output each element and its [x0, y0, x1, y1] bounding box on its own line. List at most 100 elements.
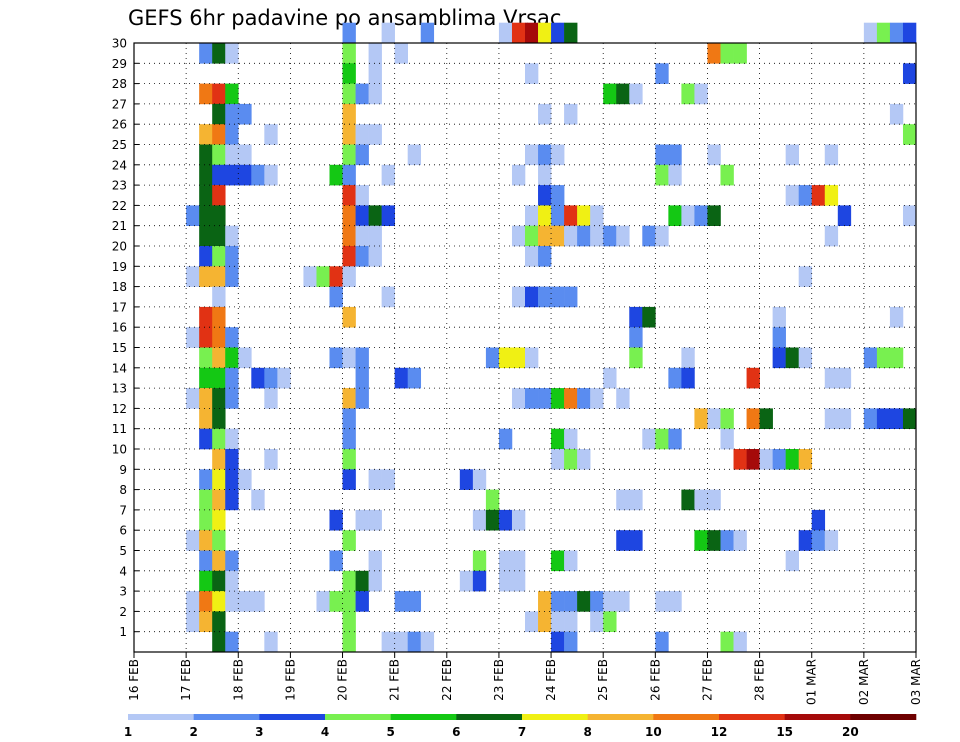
heatmap-cell [551, 631, 565, 653]
heatmap-cell [538, 205, 552, 226]
heatmap-cell [342, 164, 356, 186]
heatmap-cell [459, 469, 474, 490]
heatmap-cell [485, 347, 500, 369]
colorbar-segment [784, 714, 851, 720]
heatmap-cell [355, 367, 369, 389]
heatmap-cell [707, 144, 721, 166]
heatmap-cell [329, 286, 343, 308]
heatmap-cell [355, 225, 369, 247]
heatmap-cell [368, 43, 382, 64]
heatmap-cell [212, 103, 226, 125]
heatmap-cell [498, 570, 513, 592]
heatmap-cell [629, 489, 643, 511]
y-tick-label: 18 [112, 280, 127, 294]
heatmap-cell [590, 611, 604, 632]
heatmap-cell [707, 43, 721, 64]
heatmap-cell [511, 550, 526, 572]
heatmap-cell [199, 489, 213, 511]
heatmap-cell [472, 469, 487, 490]
heatmap-cell [199, 408, 213, 429]
heatmap-cell [538, 144, 552, 166]
heatmap-cell [707, 205, 721, 226]
heatmap-cell [772, 327, 786, 348]
heatmap-cell [225, 347, 239, 369]
heatmap-cell [551, 286, 565, 308]
heatmap-cell [381, 631, 395, 653]
heatmap-cell [342, 83, 356, 105]
colorbar-segment [522, 714, 588, 720]
heatmap-cell [186, 591, 200, 612]
heatmap-cell [629, 306, 643, 328]
heatmap-cell [603, 225, 617, 247]
heatmap-cell [902, 205, 917, 226]
heatmap-cell [329, 266, 343, 287]
heatmap-cell [863, 408, 878, 429]
heatmap-cell [212, 246, 226, 267]
colorbar-segment [390, 714, 457, 720]
heatmap-cell [212, 185, 226, 206]
heatmap-cell [485, 509, 500, 531]
heatmap-cell [199, 347, 213, 369]
heatmap-cell [368, 63, 382, 84]
heatmap-cell [720, 428, 734, 450]
heatmap-cell [525, 388, 539, 409]
heatmap-cell [551, 22, 565, 44]
heatmap-cell [876, 408, 891, 429]
heatmap-cell [863, 22, 878, 44]
heatmap-cell [329, 550, 343, 572]
heatmap-cell [655, 591, 669, 612]
heatmap-cell [551, 144, 565, 166]
heatmap-cell [342, 388, 356, 409]
heatmap-cell [720, 530, 734, 551]
heatmap-cell [889, 347, 904, 369]
x-tick-label: 27 FEB [700, 659, 714, 701]
heatmap-cell [629, 83, 643, 105]
heatmap-cell [238, 144, 252, 166]
heatmap-cell [694, 530, 708, 551]
heatmap-cell [212, 388, 226, 409]
heatmap-cell [342, 22, 356, 44]
heatmap-cell [720, 164, 734, 186]
heatmap-cell [199, 530, 213, 551]
heatmap-cell [668, 591, 682, 612]
heatmap-cell [342, 611, 356, 632]
heatmap-cell [225, 489, 239, 511]
heatmap-cell [342, 185, 356, 206]
heatmap-cell [511, 225, 526, 247]
colorbar: 1 2 3 4 5 6 7 8 10 12 15 20 [124, 714, 917, 739]
heatmap-cell [811, 509, 826, 531]
heatmap-cell [681, 347, 695, 369]
y-tick-label: 10 [112, 443, 127, 457]
heatmap-cell [199, 83, 213, 105]
heatmap-cell [551, 591, 565, 612]
heatmap-cell [577, 388, 591, 409]
heatmap-cell [342, 347, 356, 369]
heatmap-cell [407, 631, 422, 653]
heatmap-cell [525, 144, 539, 166]
heatmap-cell [459, 570, 474, 592]
heatmap-cell [225, 327, 239, 348]
heatmap-cells [186, 22, 917, 653]
heatmap-cell [498, 509, 513, 531]
heatmap-cell [798, 185, 813, 206]
heatmap-cell [564, 388, 578, 409]
heatmap-cell [264, 631, 278, 653]
heatmap-cell [238, 347, 252, 369]
heatmap-cell [199, 367, 213, 389]
heatmap-cell [342, 591, 356, 612]
heatmap-cell [629, 347, 643, 369]
heatmap-cell [538, 185, 552, 206]
heatmap-cell [199, 124, 213, 145]
heatmap-cell [720, 408, 734, 429]
heatmap-cell [394, 367, 408, 389]
y-tick-label: 26 [112, 118, 127, 132]
heatmap-cell [668, 164, 682, 186]
heatmap-cell [212, 347, 226, 369]
heatmap-cell [212, 591, 226, 612]
heatmap-cell [655, 631, 669, 653]
heatmap-cell [472, 509, 487, 531]
heatmap-cell [746, 367, 760, 389]
colorbar-label: 3 [255, 725, 263, 739]
y-tick-label: 24 [112, 158, 127, 172]
heatmap-cell [212, 449, 226, 470]
